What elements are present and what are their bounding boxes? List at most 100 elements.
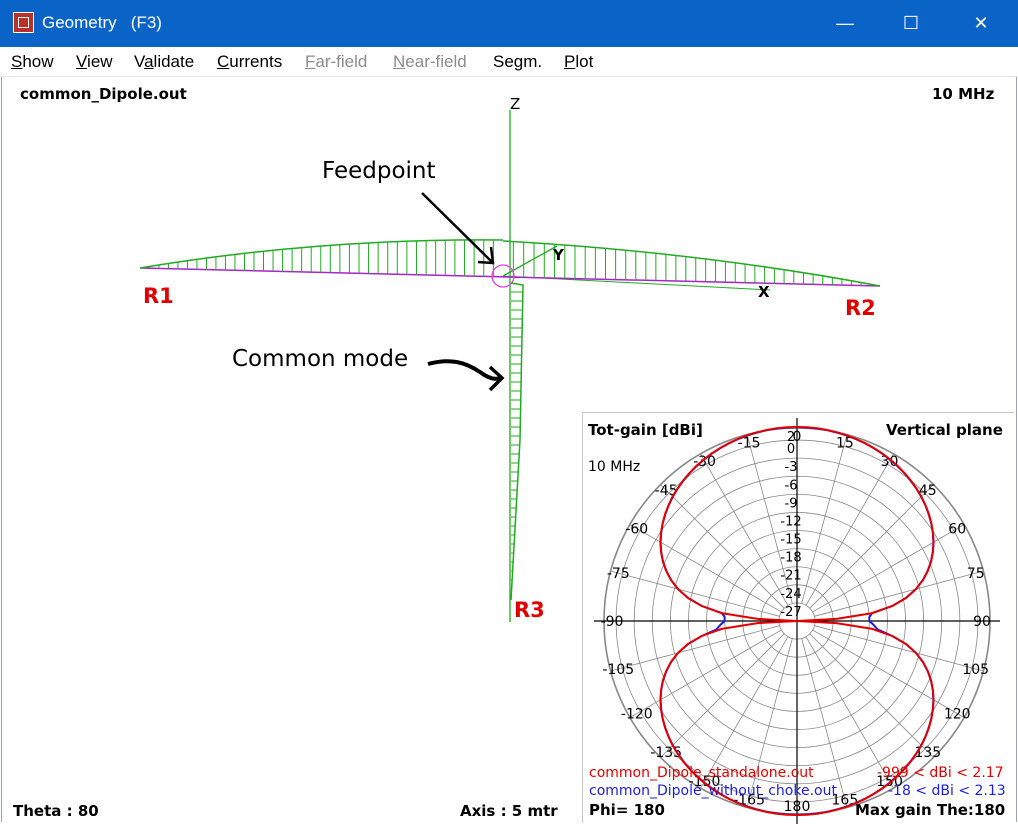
polar-angle-labels: 0 153045607590105120135150165180-15-30-45… — [601, 429, 991, 815]
filename-label: common_Dipole.out — [20, 85, 187, 103]
ring-label: -9 — [785, 496, 798, 511]
angle-label: -75 — [607, 566, 630, 582]
polar-spoke — [809, 484, 934, 609]
angle-label: 0 — [793, 429, 802, 445]
angle-label: 45 — [919, 483, 937, 499]
angle-label: 135 — [914, 745, 941, 761]
window-title: Geometry (F3) — [42, 13, 162, 32]
angle-label: -30 — [693, 454, 716, 470]
polar-spoke — [809, 633, 934, 758]
polar-spoke — [801, 434, 848, 604]
angle-label: -120 — [621, 707, 653, 723]
close-button[interactable]: ✕ — [973, 13, 989, 33]
angle-label: 60 — [948, 522, 966, 538]
r2-label: R2 — [845, 296, 876, 320]
polar-spoke — [812, 629, 965, 718]
geometry-canvas[interactable] — [1, 77, 1017, 822]
y-axis — [502, 245, 558, 277]
feedpoint-arrow — [421, 192, 493, 263]
angle-label: -60 — [625, 522, 648, 538]
polar-plane: Vertical plane — [886, 421, 1003, 439]
angle-label: 90 — [973, 614, 991, 630]
menu-view[interactable]: View — [76, 52, 113, 71]
ring-label: -21 — [780, 569, 801, 584]
feedpoint-annotation: Feedpoint — [322, 158, 436, 184]
menu-currents[interactable]: Currents — [217, 52, 283, 71]
title-bar: Geometry (F3) — ☐ ✕ — [0, 0, 1018, 47]
polar-spoke — [610, 625, 780, 672]
polar-frequency: 10 MHz — [588, 459, 641, 475]
r1-label: R1 — [143, 284, 174, 308]
r3-label: R3 — [514, 598, 545, 622]
angle-label: 120 — [944, 707, 971, 723]
y-axis-label: Y — [553, 246, 564, 264]
ring-label: -15 — [780, 533, 801, 548]
pattern-standalone — [659, 425, 935, 817]
angle-label: 30 — [881, 454, 899, 470]
maximize-button[interactable]: ☐ — [902, 13, 920, 33]
menu-show[interactable]: Show — [11, 52, 54, 71]
polar-phi: Phi= 180 — [589, 801, 665, 819]
z-axis-label: Z — [510, 95, 521, 113]
polar-spoke — [746, 638, 793, 808]
menu-validate[interactable]: Validate — [134, 52, 195, 71]
common-mode-arrow — [427, 359, 501, 381]
frequency-label: 10 MHz — [932, 85, 995, 103]
polar-spoke — [629, 629, 782, 718]
ring-label: -6 — [785, 478, 798, 493]
polar-spoke — [805, 453, 894, 606]
menu-far-field[interactable]: Far-field — [305, 52, 368, 71]
polar-spoke — [629, 524, 782, 613]
polar-spoke — [700, 636, 789, 789]
current-envelope-left — [139, 239, 504, 269]
angle-label: -45 — [655, 483, 678, 499]
common-mode-annotation: Common mode — [232, 346, 409, 372]
x-axis-label: X — [758, 283, 770, 301]
polar-spoke — [814, 625, 984, 672]
common-mode-arrowhead — [488, 365, 505, 392]
angle-label: 15 — [836, 435, 854, 451]
theta-label: Theta : 80 — [13, 802, 99, 820]
feedpoint-arrowhead — [477, 246, 495, 265]
menu-near-field[interactable]: Near-field — [393, 52, 467, 71]
menu-segm[interactable]: Segm. — [493, 52, 543, 71]
current-hatch-left — [148, 239, 494, 277]
polar-spoke — [801, 638, 848, 808]
polar-spoke — [812, 524, 965, 613]
ring-label: -3 — [785, 460, 798, 475]
angle-label: 75 — [967, 566, 985, 582]
polar-plot: 20 -3 -6 -9 -12 -15 -18 -21 -24 -27 0 15 30 45 60 75 90… — [594, 418, 1000, 824]
app-cube-icon[interactable] — [13, 12, 34, 33]
legend-red-name: common_Dipole_standalone.out — [589, 765, 814, 781]
polar-spoke — [700, 453, 789, 606]
axis-scale-label: Axis : 5 mtr — [460, 802, 558, 820]
polar-spoke — [610, 570, 780, 617]
common-mode-envelope — [510, 282, 524, 601]
polar-ring-labels: 20 -3 -6 -9 -12 -15 -18 -21 -24 -27 — [780, 430, 801, 620]
angle-label: -15 — [738, 435, 761, 451]
ring-label: -18 — [780, 551, 801, 566]
polar-spoke — [814, 570, 984, 617]
ring-label: 0 — [787, 442, 795, 457]
ring-label: 2 — [787, 430, 795, 445]
angle-label: 180 — [784, 799, 811, 815]
legend-blue-range: -18 < dBi < 2.13 — [888, 783, 1006, 799]
menu-bar: Show View Validate Currents Far-field Ne… — [0, 47, 1018, 77]
polar-spoke — [805, 636, 894, 789]
angle-label: 105 — [962, 662, 989, 678]
polar-spoke — [660, 633, 785, 758]
legend-blue-name: common_Dipole_without_choke.out — [589, 783, 837, 799]
menu-plot[interactable]: Plot — [564, 52, 594, 71]
polar-max-gain: Max gain The:180 — [855, 801, 1006, 819]
polar-title: Tot-gain [dBi] — [588, 421, 703, 439]
ring-label: -12 — [780, 514, 801, 529]
minimize-button[interactable]: — — [836, 13, 854, 33]
polar-spoke — [660, 484, 785, 609]
ring-label: -27 — [780, 605, 801, 620]
polar-plot-inset[interactable]: 2 0 -3 -6 -9 -12 -15 -18 -21 -24 -27 0 15 30 45 60 75 90… — [582, 412, 1014, 824]
angle-label: -90 — [601, 614, 624, 630]
legend-red-range: -999 < dBi < 2.17 — [877, 765, 1004, 781]
feedpoint-marker — [491, 264, 515, 288]
common-mode-hatch — [511, 291, 523, 590]
